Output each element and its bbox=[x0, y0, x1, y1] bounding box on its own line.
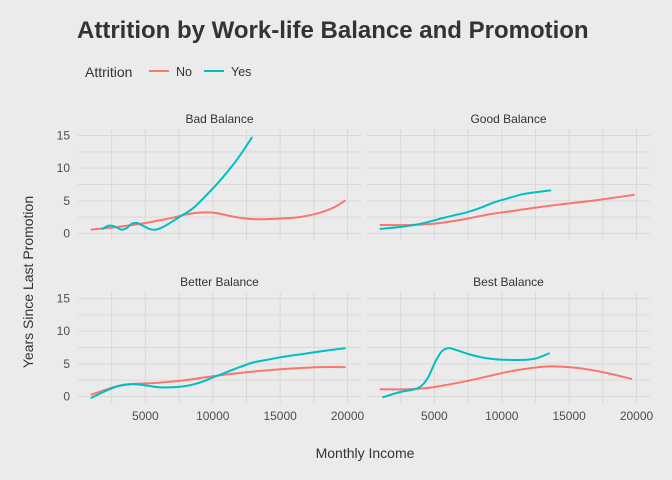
facet-strip-label: Bad Balance bbox=[185, 112, 253, 126]
x-axis-label: Monthly Income bbox=[316, 445, 415, 461]
series-line-yes bbox=[101, 136, 253, 231]
x-tick-label: 15000 bbox=[552, 409, 586, 423]
facet-panel: Good Balance bbox=[367, 112, 650, 240]
series-line-no bbox=[379, 365, 633, 391]
y-tick-label: 10 bbox=[57, 324, 71, 338]
y-tick-label: 10 bbox=[57, 161, 71, 175]
series-line-yes bbox=[382, 347, 550, 399]
legend-label-no: No bbox=[176, 65, 192, 79]
facet-strip-label: Good Balance bbox=[470, 112, 546, 126]
series-line-yes bbox=[90, 347, 346, 399]
facet-panel: Better Balance 0 5 10 15 5000 10000 15000 20000 bbox=[57, 275, 365, 423]
x-tick-label: 5000 bbox=[421, 409, 448, 423]
x-tick-label: 5000 bbox=[132, 409, 159, 423]
facet-panels: Bad Balance 0 5 10 15 Good Balance Better Bala… bbox=[57, 112, 654, 423]
x-tick-label: 10000 bbox=[196, 409, 230, 423]
y-tick-label: 15 bbox=[57, 129, 71, 143]
x-tick-label: 15000 bbox=[263, 409, 297, 423]
y-tick-label: 5 bbox=[63, 357, 70, 371]
legend-label-yes: Yes bbox=[231, 65, 251, 79]
chart-title: Attrition by Work-life Balance and Promo… bbox=[77, 17, 589, 44]
series-line-yes bbox=[379, 189, 552, 230]
x-tick-label: 20000 bbox=[620, 409, 654, 423]
y-tick-label: 0 bbox=[63, 226, 70, 240]
facet-panel: Best Balance 5000 10000 15000 20000 bbox=[367, 275, 654, 423]
x-tick-label: 20000 bbox=[331, 409, 365, 423]
legend-title: Attrition bbox=[85, 64, 132, 80]
y-tick-label: 15 bbox=[57, 292, 71, 306]
x-tick-label: 10000 bbox=[485, 409, 519, 423]
facet-panel: Bad Balance 0 5 10 15 bbox=[57, 112, 361, 240]
series-line-no bbox=[90, 366, 346, 396]
series-line-no bbox=[90, 199, 346, 231]
y-tick-label: 0 bbox=[63, 389, 70, 403]
facet-strip-label: Better Balance bbox=[180, 275, 259, 289]
y-axis-label: Years Since Last Promotion bbox=[20, 196, 36, 368]
legend: Attrition No Yes bbox=[85, 64, 251, 80]
y-tick-label: 5 bbox=[63, 194, 70, 208]
facet-strip-label: Best Balance bbox=[473, 275, 544, 289]
